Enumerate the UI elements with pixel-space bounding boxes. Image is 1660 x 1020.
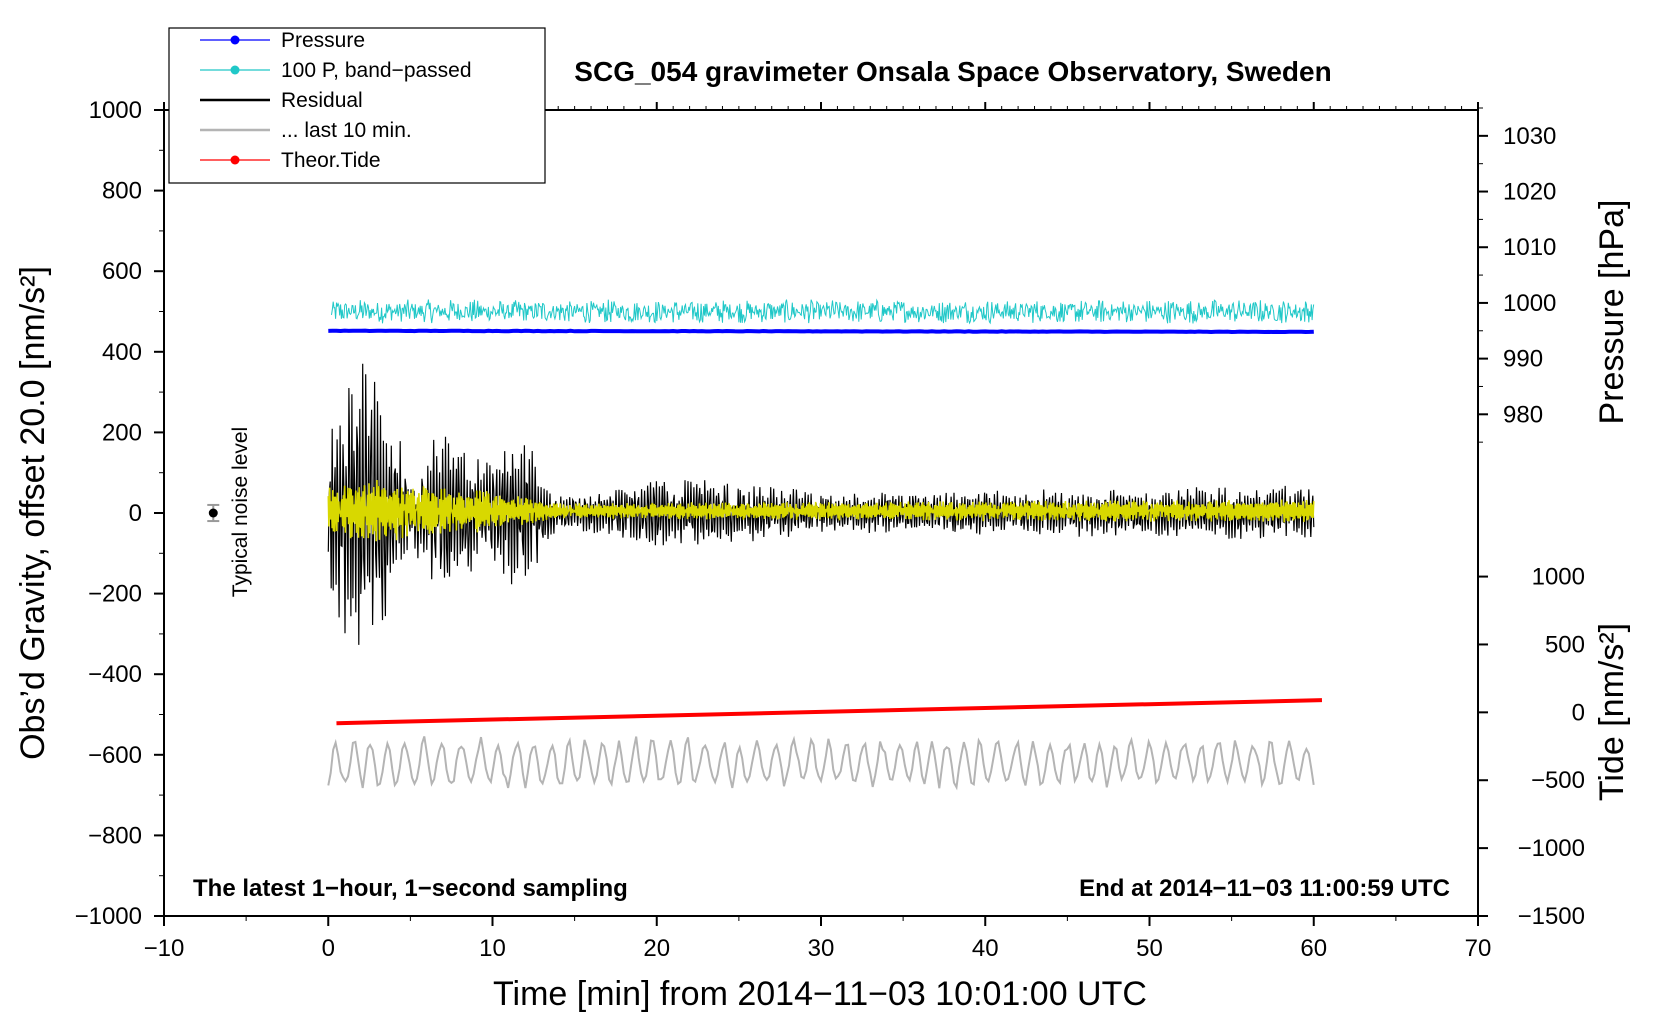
tide-tick-label: 500 bbox=[1545, 631, 1585, 658]
left-tick-label: −1000 bbox=[75, 903, 142, 930]
x-tick-label: 40 bbox=[972, 935, 999, 962]
left-tick-label: 800 bbox=[102, 178, 142, 205]
tide-tick-label: 0 bbox=[1572, 699, 1585, 726]
x-axis-title: Time [min] from 2014−11−03 10:01:00 UTC bbox=[493, 975, 1147, 1013]
corner-label-right: End at 2014−11−03 11:00:59 UTC bbox=[1079, 875, 1450, 902]
y-axis-title-pressure: Pressure [hPa] bbox=[1593, 200, 1631, 425]
series-line-filtered-residual bbox=[327, 479, 1315, 542]
tide-axis-ticks: 1000 500 0 −500 −1000 −1500 bbox=[1478, 564, 1585, 930]
series-line-last-10-min bbox=[327, 735, 1315, 791]
y-axis-title-left: Obs’d Gravity, offset 20.0 [nm/s²] bbox=[14, 266, 52, 760]
left-tick-label: 600 bbox=[102, 258, 142, 285]
x-axis-ticks: −10 0 10 20 30 40 50 60 70 bbox=[144, 102, 1492, 962]
x-tick-label: 20 bbox=[643, 935, 670, 962]
legend-item-label: 100 P, band−passed bbox=[281, 59, 472, 82]
series-group bbox=[207, 298, 1323, 791]
chart-title: SCG_054 gravimeter Onsala Space Observat… bbox=[574, 56, 1331, 87]
pressure-tick-label: 980 bbox=[1503, 401, 1543, 428]
series-line-theoretical-tide bbox=[336, 698, 1323, 726]
pressure-axis-ticks: 1030 1020 1010 1000 990 980 bbox=[1478, 123, 1556, 428]
legend-item-label: Pressure bbox=[281, 29, 365, 52]
left-tick-label: 1000 bbox=[89, 97, 142, 124]
pressure-tick-label: 990 bbox=[1503, 346, 1543, 373]
legend-item-label: Theor.Tide bbox=[281, 149, 381, 172]
tide-tick-label: −1000 bbox=[1518, 835, 1585, 862]
tide-tick-label: 1000 bbox=[1532, 564, 1585, 591]
legend-item-label: Residual bbox=[281, 89, 363, 112]
x-tick-label: 70 bbox=[1465, 935, 1492, 962]
x-tick-label: 0 bbox=[322, 935, 335, 962]
legend-marker bbox=[230, 65, 240, 75]
pressure-tick-label: 1030 bbox=[1503, 123, 1556, 150]
tide-tick-label: −1500 bbox=[1518, 903, 1585, 930]
x-tick-label: 60 bbox=[1300, 935, 1327, 962]
left-tick-label: −800 bbox=[88, 822, 142, 849]
x-tick-label: 10 bbox=[479, 935, 506, 962]
left-tick-label: −200 bbox=[88, 581, 142, 608]
pressure-tick-label: 1000 bbox=[1503, 290, 1556, 317]
pressure-tick-label: 1010 bbox=[1503, 234, 1556, 261]
left-tick-label: −600 bbox=[88, 742, 142, 769]
noise-dot bbox=[208, 508, 218, 518]
series-line-pressure bbox=[328, 328, 1314, 335]
left-tick-label: 0 bbox=[129, 500, 142, 527]
series-line-bandpassed-pressure bbox=[331, 298, 1315, 325]
x-tick-label: 50 bbox=[1136, 935, 1163, 962]
x-tick-label: −10 bbox=[144, 935, 185, 962]
noise-marker bbox=[208, 504, 218, 522]
series-line-residual bbox=[327, 363, 1315, 645]
legend-item-label: ... last 10 min. bbox=[281, 119, 412, 142]
y-axis-title-tide: Tide [nm/s²] bbox=[1593, 623, 1631, 801]
left-axis-ticks: 1000 800 600 400 200 0 −200 −400 −600 −800 −1000 bbox=[75, 97, 164, 930]
left-tick-label: −400 bbox=[88, 661, 142, 688]
left-tick-label: 400 bbox=[102, 339, 142, 366]
corner-label-left: The latest 1−hour, 1−second sampling bbox=[193, 875, 628, 902]
legend: Pressure 100 P, band−passed Residual ... la… bbox=[168, 27, 546, 184]
tide-tick-label: −500 bbox=[1531, 767, 1585, 794]
x-tick-label: 30 bbox=[808, 935, 835, 962]
noise-level-label: Typical noise level bbox=[229, 427, 252, 597]
legend-marker bbox=[230, 35, 240, 45]
legend-marker bbox=[230, 155, 240, 165]
left-tick-label: 200 bbox=[102, 419, 142, 446]
pressure-tick-label: 1020 bbox=[1503, 179, 1556, 206]
